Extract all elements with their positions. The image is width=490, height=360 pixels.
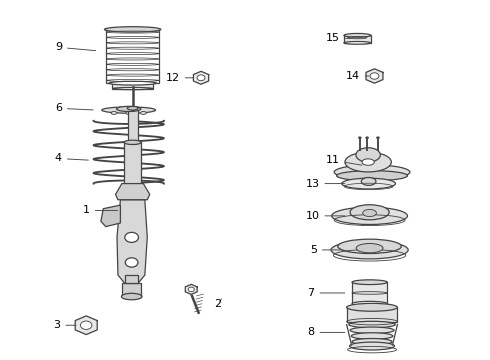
Text: 9: 9: [55, 42, 96, 52]
Polygon shape: [75, 316, 97, 334]
Ellipse shape: [346, 303, 397, 311]
Ellipse shape: [127, 107, 138, 110]
Text: 2: 2: [215, 299, 221, 309]
Ellipse shape: [122, 293, 142, 300]
Ellipse shape: [331, 241, 408, 259]
Circle shape: [197, 75, 205, 81]
Bar: [346, 307, 397, 321]
Ellipse shape: [334, 165, 410, 179]
Ellipse shape: [351, 333, 393, 339]
Polygon shape: [116, 184, 150, 200]
Polygon shape: [117, 200, 147, 284]
Ellipse shape: [102, 107, 156, 113]
Ellipse shape: [342, 178, 395, 189]
Ellipse shape: [104, 27, 161, 32]
Ellipse shape: [113, 87, 153, 90]
Ellipse shape: [352, 301, 387, 306]
Ellipse shape: [349, 321, 395, 328]
Bar: [352, 282, 387, 304]
Circle shape: [125, 258, 138, 267]
Ellipse shape: [356, 148, 380, 162]
Circle shape: [370, 73, 379, 79]
Text: 1: 1: [83, 206, 118, 216]
Bar: [124, 142, 142, 184]
Ellipse shape: [124, 140, 141, 144]
FancyBboxPatch shape: [106, 30, 159, 83]
Ellipse shape: [111, 112, 117, 114]
Text: 13: 13: [305, 179, 345, 189]
Polygon shape: [185, 284, 197, 294]
Ellipse shape: [352, 280, 387, 284]
Ellipse shape: [362, 159, 374, 165]
Text: 5: 5: [310, 245, 343, 255]
Ellipse shape: [358, 137, 361, 139]
Ellipse shape: [356, 243, 383, 253]
Ellipse shape: [117, 106, 141, 112]
Polygon shape: [194, 71, 209, 84]
Polygon shape: [366, 69, 383, 83]
Text: 14: 14: [345, 71, 369, 81]
Ellipse shape: [350, 327, 394, 333]
Bar: [125, 275, 139, 283]
Text: 12: 12: [166, 73, 194, 83]
Ellipse shape: [344, 41, 371, 44]
Ellipse shape: [338, 239, 401, 253]
Text: 10: 10: [305, 211, 345, 221]
Circle shape: [80, 321, 92, 329]
Bar: [344, 35, 371, 43]
Ellipse shape: [349, 342, 394, 350]
Ellipse shape: [141, 112, 147, 114]
Ellipse shape: [332, 207, 408, 225]
Text: 3: 3: [53, 320, 76, 330]
Text: 6: 6: [55, 103, 93, 113]
Ellipse shape: [345, 152, 392, 172]
Text: 4: 4: [55, 153, 88, 163]
Ellipse shape: [344, 33, 371, 37]
Ellipse shape: [126, 112, 132, 114]
Ellipse shape: [109, 81, 156, 85]
Polygon shape: [101, 205, 121, 226]
Bar: [128, 108, 138, 142]
Circle shape: [188, 287, 195, 292]
Bar: [122, 283, 142, 297]
Text: 15: 15: [326, 33, 351, 43]
Ellipse shape: [350, 205, 389, 220]
Text: 7: 7: [307, 288, 345, 298]
Ellipse shape: [363, 210, 376, 217]
Ellipse shape: [361, 177, 376, 185]
Ellipse shape: [376, 137, 379, 139]
Ellipse shape: [352, 338, 392, 345]
Text: 11: 11: [326, 155, 362, 165]
Ellipse shape: [366, 137, 368, 139]
Ellipse shape: [337, 171, 408, 181]
Circle shape: [125, 232, 139, 242]
Text: 8: 8: [307, 327, 345, 337]
FancyBboxPatch shape: [113, 83, 153, 89]
